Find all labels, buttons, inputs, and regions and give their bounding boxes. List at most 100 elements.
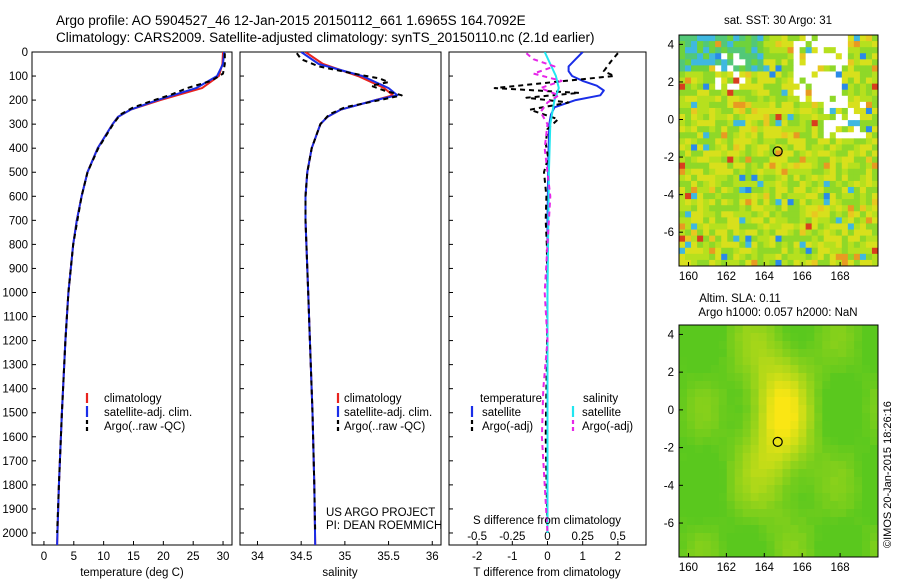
sst-map-cell — [679, 253, 686, 261]
sst-map-cell — [823, 114, 831, 121]
sla-map-cell — [742, 413, 752, 422]
sst-map-cell — [811, 253, 819, 261]
sst-map-cell — [745, 162, 752, 170]
sst-map-cell — [859, 205, 867, 212]
sla-map-cell — [782, 493, 791, 502]
credit-label: ©IMOS 20-Jan-2015 18:26:16 — [882, 401, 894, 548]
sst-map-cell — [871, 174, 879, 182]
sla-map-cell — [790, 373, 799, 382]
sst-map-cell — [841, 35, 849, 42]
sst-map-cell — [697, 223, 704, 230]
sla-map-cell — [702, 509, 712, 518]
sst-map-cell — [691, 126, 698, 133]
sla-map-cell — [806, 413, 815, 422]
sla-map-cell — [830, 485, 839, 494]
sst-map-cell — [865, 241, 873, 249]
sst-map-cell — [799, 156, 807, 164]
sla-map-cell — [750, 461, 759, 470]
sst-map-cell — [859, 217, 867, 224]
sst-map-cell — [751, 41, 758, 48]
sst-map-cell — [775, 35, 782, 42]
sst-map-cell — [739, 235, 746, 243]
sla-map-cell — [679, 453, 688, 462]
sla-map-cell — [694, 445, 704, 454]
sst-map-cell — [721, 77, 728, 85]
sst-map-cell — [841, 101, 849, 109]
sst-map-cell — [853, 144, 861, 151]
temperature-tick-label: 25 — [187, 551, 200, 563]
sla-map-cell — [806, 357, 815, 366]
sst-map-cell — [685, 217, 692, 224]
sst-map-cell — [853, 223, 861, 230]
sst-map-cell — [823, 156, 831, 164]
sla-map-cell — [806, 437, 815, 446]
sst-map-cell — [721, 217, 728, 224]
sst-map-cell — [829, 83, 837, 91]
sst-map-cell — [871, 199, 879, 206]
sla-map-cell — [679, 509, 688, 518]
sst-map-cell — [775, 235, 782, 243]
sla-map-cell — [782, 429, 791, 438]
sst-map-cell — [865, 150, 873, 157]
sst-map-cell — [739, 241, 746, 249]
sla-map-cell — [726, 541, 736, 550]
sla-map-cell — [726, 477, 736, 486]
sla-map-cell — [814, 525, 823, 534]
sla-map-cell — [750, 349, 759, 358]
sst-map-cell — [775, 199, 782, 206]
sla-map-cell — [790, 453, 799, 462]
sst-map-cell — [685, 156, 692, 164]
sst-map-cell — [721, 35, 728, 42]
sst-map-cell — [853, 59, 861, 66]
sla-map-cell — [854, 533, 863, 542]
t-difference-satellite-line — [546, 52, 605, 533]
sst-map-cell — [829, 95, 837, 103]
sst-map-cell — [811, 95, 819, 103]
sla-map-cell — [758, 437, 767, 446]
sst-map-cell — [703, 132, 710, 139]
sla-map-cell — [742, 341, 752, 350]
sla-map-cell — [734, 493, 744, 502]
sst-map-cell — [769, 180, 776, 188]
sla-map-cell — [782, 389, 791, 398]
sst-map-cell — [793, 150, 801, 157]
sla-map-cell — [870, 357, 879, 366]
salinity-climatology-line — [304, 52, 394, 545]
sst-map-cell — [703, 35, 710, 42]
sla-map-cell — [766, 485, 775, 494]
sst-map-cell — [787, 47, 794, 54]
sla-map-cell — [766, 437, 775, 446]
sla-map-cell — [830, 397, 839, 406]
sst-map-cell — [787, 193, 794, 200]
sst-map-cell — [709, 205, 716, 212]
sst-map-cell — [703, 65, 710, 72]
sst-map-cell — [865, 89, 873, 97]
sla-map-cell — [798, 365, 807, 374]
legend-label-argo: Argo(..raw -QC) — [104, 421, 185, 433]
sla-argo-position-marker — [772, 436, 783, 447]
sla-map-cell — [750, 389, 759, 398]
sst-map-cell — [799, 126, 807, 133]
sla-map-cell — [790, 549, 799, 558]
sst-map-cell — [799, 47, 807, 54]
sst-map-cell — [697, 107, 704, 115]
sst-map-cell — [757, 120, 764, 127]
sst-map-cell — [739, 217, 746, 224]
sla-map-cell — [766, 325, 775, 334]
sst-map-cell — [715, 59, 722, 66]
sla-map-cell — [702, 437, 712, 446]
sla-map-cell — [694, 517, 704, 526]
sst-map-cell — [805, 126, 813, 133]
sst-map-cell — [697, 186, 704, 194]
sst-map-cell — [721, 53, 728, 60]
sst-map-cell — [763, 59, 770, 66]
sst-map-cell — [865, 101, 873, 109]
sst-map-cell — [775, 253, 782, 261]
sst-map-cell — [769, 235, 776, 243]
depth-tick-label: 100 — [9, 71, 28, 83]
sst-map-cell — [811, 199, 819, 206]
sst-map-cell — [763, 150, 770, 157]
sst-map-cell — [781, 186, 788, 194]
sst-map-cell — [859, 229, 867, 237]
sst-map-cell — [775, 71, 782, 78]
